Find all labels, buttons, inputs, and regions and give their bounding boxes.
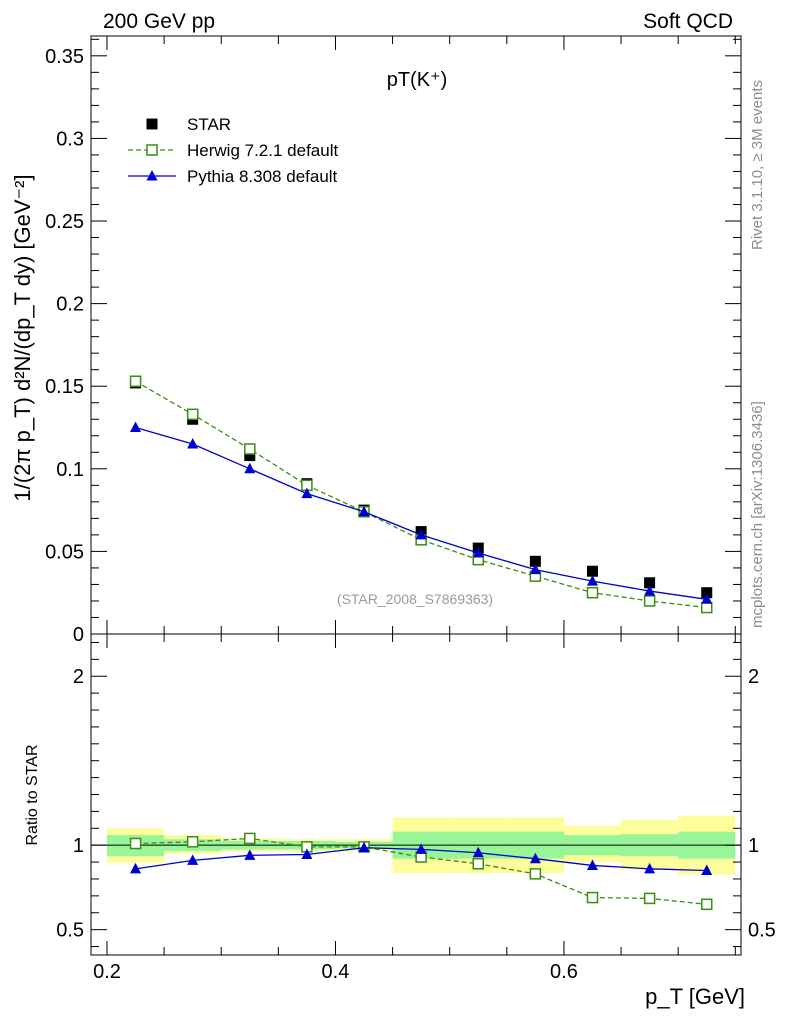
data-point bbox=[244, 443, 256, 455]
legend-label: Pythia 8.308 default bbox=[187, 167, 338, 186]
x-axis-label: p_T [GeV] bbox=[645, 984, 745, 1009]
legend-label: STAR bbox=[187, 115, 231, 134]
ratio-y-label: Ratio to STAR bbox=[24, 744, 41, 845]
ratio-point bbox=[472, 858, 485, 870]
ratio-tick-label-left: 2 bbox=[73, 666, 84, 688]
data-point bbox=[643, 595, 656, 607]
ratio-point bbox=[415, 843, 427, 854]
x-tick-label: 0.4 bbox=[322, 961, 350, 983]
source-label: (STAR_2008_S7869363) bbox=[337, 591, 493, 607]
ratio-point bbox=[701, 864, 713, 876]
legend-entry: Pythia 8.308 default bbox=[128, 167, 338, 186]
ratio-point bbox=[643, 892, 656, 905]
legend: STAR Herwig 7.2.1 default Pythia 8.308 def… bbox=[128, 115, 338, 186]
y-tick-label: 0.25 bbox=[45, 211, 84, 233]
series-0 bbox=[130, 377, 713, 599]
y-tick-label: 0 bbox=[73, 624, 84, 646]
y-tick-label: 0.2 bbox=[56, 294, 84, 316]
data-point bbox=[301, 487, 313, 499]
header-right: Soft QCD bbox=[643, 10, 733, 33]
ratio-frame bbox=[90, 633, 742, 956]
ratio-point bbox=[130, 862, 142, 874]
data-point bbox=[358, 505, 370, 517]
data-point bbox=[644, 577, 656, 589]
data-point bbox=[586, 586, 599, 599]
y-tick-label: 0.1 bbox=[56, 459, 84, 481]
y-tick-label: 0.3 bbox=[56, 128, 84, 150]
ratio-point bbox=[529, 868, 542, 880]
plot-title: pT(K⁺) bbox=[387, 69, 448, 91]
ratio-point bbox=[644, 862, 656, 874]
series-layer bbox=[129, 375, 713, 911]
ratio-point bbox=[186, 836, 199, 848]
data-point bbox=[415, 528, 427, 540]
data-point bbox=[244, 462, 256, 474]
ratio-point bbox=[244, 832, 256, 845]
y-axis-label-main: 1/(2π p_T) d²N/(dp_T dy) [GeV⁻²] bbox=[10, 174, 35, 501]
legend-entry: Herwig 7.2.1 default bbox=[128, 141, 338, 160]
axes: 0.2 0.4 0.6 0 0.05 0.1 0.15 0.2 0.25 0.3 0.35 0.5 0.… bbox=[45, 35, 776, 983]
data-point bbox=[244, 450, 256, 462]
data-point bbox=[701, 593, 713, 604]
ratio-tick-label-right: 2 bbox=[748, 666, 759, 688]
y-tick-label: 0.35 bbox=[45, 46, 84, 68]
legend-entry: STAR bbox=[146, 115, 231, 134]
y-tick-label: 0.05 bbox=[45, 541, 84, 563]
data-point bbox=[701, 587, 713, 599]
x-tick-label: 0.6 bbox=[550, 961, 578, 983]
series-2 bbox=[130, 421, 713, 604]
data-point bbox=[186, 408, 199, 421]
data-point bbox=[586, 575, 598, 586]
series-line bbox=[135, 380, 707, 609]
header-left: 200 GeV pp bbox=[103, 10, 215, 33]
ratio-tick-label-left: 1 bbox=[73, 835, 84, 857]
ratio-line bbox=[135, 837, 707, 905]
legend-marker bbox=[146, 118, 158, 130]
rivet-label: Rivet 3.1.10, ≥ 3M events bbox=[749, 80, 766, 250]
legend-marker bbox=[146, 144, 158, 156]
mcplots-label: mcplots.cern.ch [arXiv:1306.3436] bbox=[749, 401, 766, 628]
ratio-tick-label-right: 1 bbox=[748, 835, 759, 857]
legend-label: Herwig 7.2.1 default bbox=[187, 141, 338, 160]
x-tick-label: 0.2 bbox=[93, 961, 121, 983]
ratio-point bbox=[244, 849, 256, 860]
data-point bbox=[130, 421, 142, 433]
y-axis-label-text: 1/(2π p_T) d²N/(dp_T dy) [GeV⁻²] bbox=[10, 174, 35, 501]
data-point bbox=[644, 585, 656, 596]
ratio-series-2 bbox=[130, 841, 713, 876]
ratio-point bbox=[129, 837, 142, 850]
data-point bbox=[529, 563, 541, 575]
data-point bbox=[472, 547, 484, 558]
data-point bbox=[586, 565, 598, 577]
ratio-point bbox=[586, 891, 599, 904]
y-tick-label: 0.15 bbox=[45, 376, 84, 398]
ratio-point bbox=[472, 846, 484, 858]
series-line bbox=[135, 426, 707, 600]
ratio-point bbox=[700, 898, 713, 911]
ratio-point bbox=[529, 852, 541, 864]
legend-marker bbox=[146, 170, 158, 181]
data-point bbox=[129, 375, 142, 388]
data-point bbox=[187, 438, 199, 449]
ratio-tick-label-left: 0.5 bbox=[56, 920, 84, 942]
data-point bbox=[700, 601, 713, 614]
ratio-point bbox=[301, 848, 313, 859]
ratio-tick-label-right: 0.5 bbox=[748, 920, 776, 942]
ratio-point bbox=[586, 859, 598, 870]
ratio-point bbox=[187, 854, 199, 865]
series-1 bbox=[129, 375, 713, 614]
data-point bbox=[529, 555, 541, 567]
ratio-point bbox=[358, 841, 370, 853]
